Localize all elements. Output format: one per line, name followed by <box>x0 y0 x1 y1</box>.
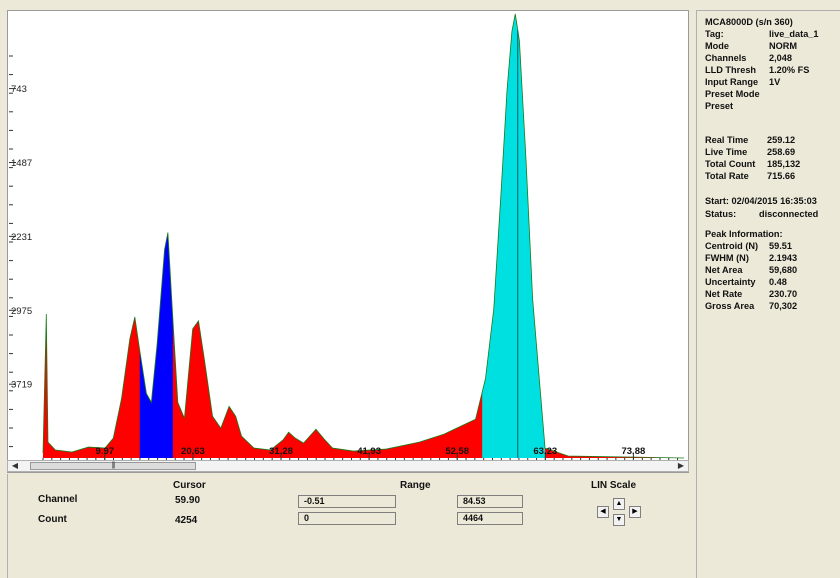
scale-label: LIN Scale <box>591 480 637 491</box>
setting-value: 1.20% FS <box>769 65 810 75</box>
setting-value: 1V <box>769 77 781 87</box>
x-tick-label: 20.63 <box>181 446 205 457</box>
x-tick-label: 73.88 <box>621 446 645 457</box>
device-info-panel: MCA8000D (s/n 360) Tag: live_data_1 Mode NO… <box>696 10 840 578</box>
time-value: 259.12 <box>767 135 796 145</box>
setting-key: LLD Thresh <box>705 65 757 75</box>
time-key: Real Time <box>705 135 749 145</box>
x-tick-label: 63.23 <box>533 446 557 457</box>
spectrum-plot[interactable]: 3719 2975 2231 1487 743 9.97 20.63 31.28 41.93 52… <box>7 10 689 473</box>
scroll-right-arrow-icon[interactable]: ▶ <box>677 461 685 470</box>
horizontal-scrollbar[interactable]: ◀ ||| ▶ <box>7 460 689 472</box>
count-label: Count <box>38 514 67 525</box>
peak-key: Gross Area <box>705 301 755 311</box>
scale-right-button[interactable]: ▶ <box>629 506 641 518</box>
time-key: Live Time <box>705 147 748 157</box>
roi-region-2 <box>482 13 546 458</box>
spectrum-area <box>43 13 684 458</box>
peak-row: FWHM (N) 2.1943 <box>705 253 797 263</box>
setting-key: Preset Mode <box>705 89 760 99</box>
y-tick-label: 2231 <box>11 232 32 243</box>
range-channel-max-field[interactable]: 84.53 <box>457 495 523 508</box>
time-value: 715.66 <box>767 171 796 181</box>
y-tick-label: 3719 <box>11 380 32 391</box>
spectrum-outline <box>42 13 685 459</box>
setting-row: Tag: live_data_1 <box>705 29 819 39</box>
time-key: Total Rate <box>705 171 749 181</box>
setting-row: Channels 2,048 <box>705 53 792 63</box>
count-cursor-value: 4254 <box>175 515 198 526</box>
y-tick-label: 1487 <box>11 158 32 169</box>
x-tick-label: 31.28 <box>269 446 293 457</box>
spectrum-svg[interactable]: 3719 2975 2231 1487 743 9.97 20.63 31.28 41.93 52… <box>8 11 690 474</box>
setting-value: 2,048 <box>769 53 792 63</box>
setting-row: Input Range 1V <box>705 77 780 87</box>
peak-value: 2.1943 <box>769 253 798 263</box>
peak-key: Uncertainty <box>705 277 756 287</box>
y-tick-label: 2975 <box>11 306 32 317</box>
setting-key: Input Range <box>705 77 759 87</box>
status-value: disconnected <box>759 209 819 219</box>
scale-up-button[interactable]: ▲ <box>613 498 625 510</box>
peak-row: Gross Area 70,302 <box>705 301 797 311</box>
setting-row: Preset <box>705 101 733 111</box>
peak-row: Net Area 59,680 <box>705 265 797 275</box>
time-row: Total Rate 715.66 <box>705 171 795 181</box>
setting-value: live_data_1 <box>769 29 819 39</box>
setting-row: Preset Mode <box>705 89 760 99</box>
cursor-range-panel: Cursor Range LIN Scale Channel 59.90 -0.… <box>7 474 690 578</box>
peak-key: FWHM (N) <box>705 253 749 263</box>
range-channel-min-field[interactable]: -0.51 <box>298 495 396 508</box>
peak-value: 59,680 <box>769 265 798 275</box>
peak-value: 230.70 <box>769 289 798 299</box>
roi-region-1 <box>139 232 173 458</box>
start-time: Start: 02/04/2015 16:35:03 <box>705 196 817 206</box>
setting-value: NORM <box>769 41 798 51</box>
peak-key: Net Rate <box>705 289 743 299</box>
status-row: Status: disconnected <box>705 209 818 219</box>
scale-left-button[interactable]: ◀ <box>597 506 609 518</box>
setting-row: Mode NORM <box>705 41 797 51</box>
scale-down-button[interactable]: ▼ <box>613 514 625 526</box>
cursor-header: Cursor <box>173 480 206 491</box>
scroll-left-arrow-icon[interactable]: ◀ <box>11 461 19 470</box>
channel-cursor-value: 59.90 <box>175 495 201 506</box>
device-title: MCA8000D (s/n 360) <box>705 17 793 27</box>
time-value: 185,132 <box>767 159 801 169</box>
peak-row: Centroid (N) 59.51 <box>705 241 792 251</box>
setting-row: LLD Thresh 1.20% FS <box>705 65 809 75</box>
x-tick-label: 41.93 <box>357 446 381 457</box>
peak-key: Centroid (N) <box>705 241 759 251</box>
time-row: Live Time 258.69 <box>705 147 795 157</box>
setting-key: Preset <box>705 101 734 111</box>
peak-key: Net Area <box>705 265 743 275</box>
range-count-max-field[interactable]: 4464 <box>457 512 523 525</box>
time-row: Real Time 259.12 <box>705 135 795 145</box>
peak-value: 59.51 <box>769 241 792 251</box>
peak-info-header: Peak Information: <box>705 229 783 239</box>
time-key: Total Count <box>705 159 756 169</box>
range-header: Range <box>400 480 431 491</box>
peak-value: 0.48 <box>769 277 787 287</box>
setting-key: Mode <box>705 41 729 51</box>
x-tick-label: 9.97 <box>96 446 115 457</box>
x-tick-label: 52.58 <box>445 446 469 457</box>
channel-label: Channel <box>38 494 78 505</box>
status-label: Status: <box>705 209 737 219</box>
peak-value: 70,302 <box>769 301 798 311</box>
scroll-thumb[interactable]: ||| <box>30 462 196 470</box>
range-count-min-field[interactable]: 0 <box>298 512 396 525</box>
time-row: Total Count 185,132 <box>705 159 800 169</box>
setting-key: Tag: <box>705 29 724 39</box>
peak-row: Uncertainty 0.48 <box>705 277 787 287</box>
peak-row: Net Rate 230.70 <box>705 289 797 299</box>
time-value: 258.69 <box>767 147 796 157</box>
y-tick-label: 743 <box>11 84 27 95</box>
setting-key: Channels <box>705 53 747 63</box>
